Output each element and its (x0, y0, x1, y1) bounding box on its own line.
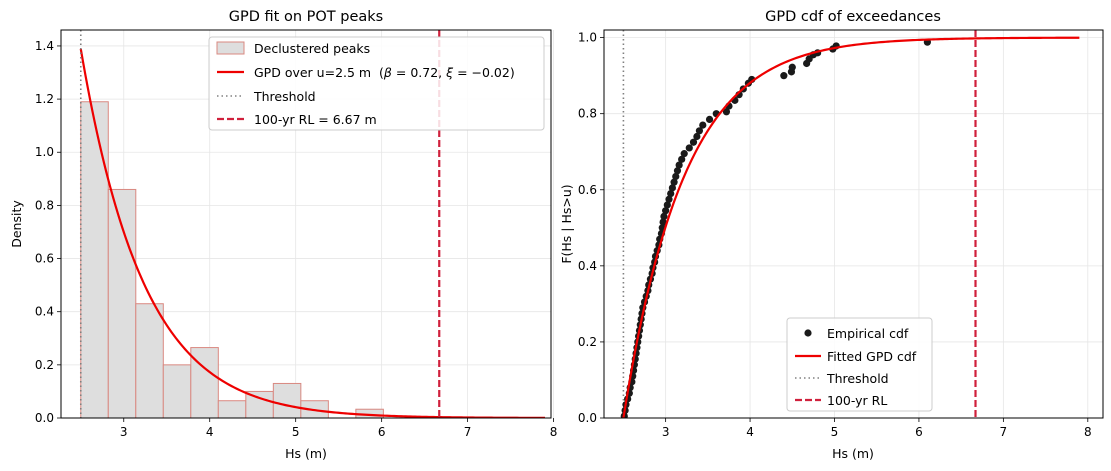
empirical-point (722, 108, 731, 116)
reference-lines (622, 30, 977, 418)
y-tick-label: 1.2 (35, 92, 54, 106)
cdf-panel: 3 4 5 6 7 8 0.0 0.2 0.4 0.6 0.8 1.0 GPD cdf of exce… (559, 9, 1104, 461)
x-tick-label: 7 (464, 425, 472, 439)
empirical-point (663, 201, 671, 209)
y-tick-label: 0.2 (35, 358, 54, 372)
x-tick-label: 6 (378, 425, 386, 439)
x-tick-label: 3 (120, 425, 128, 439)
histogram-bar (80, 101, 109, 418)
y-tick-label: 0.2 (578, 335, 597, 349)
axis-ticks: 3 4 5 6 7 8 0.0 0.2 0.4 0.6 0.8 1.0 (578, 31, 1092, 439)
x-tick-label: 4 (206, 425, 214, 439)
empirical-point (670, 178, 678, 186)
empirical-point (665, 195, 673, 203)
empirical-point (695, 127, 704, 135)
axis-ticks: 3 4 5 6 7 8 0.0 0.2 0.4 0.6 0.8 1.0 1.2 1.4 (35, 39, 557, 439)
legend: Declustered peaks GPD over u=2.5 m (β = … (208, 36, 545, 131)
axes-frame (603, 29, 1104, 419)
legend-frame (786, 317, 933, 412)
y-tick-label: 0.4 (578, 259, 597, 273)
histogram-bar (272, 382, 302, 418)
empirical-point (699, 121, 707, 129)
pdf-panel: 3 4 5 6 7 8 0.0 0.2 0.4 0.6 0.8 1.0 1.2 1.4 GPD fit o… (9, 9, 557, 461)
x-tick-label: 5 (292, 425, 300, 439)
x-tick-label: 5 (831, 425, 839, 439)
empirical-point (788, 63, 796, 71)
y-tick-label: 0.8 (578, 107, 597, 121)
y-axis-label: F(Hs | Hs>u) (559, 184, 574, 263)
empirical-point (667, 189, 675, 198)
empirical-point (675, 161, 683, 169)
legend-label-fit: Fitted GPD cdf (827, 349, 917, 364)
histogram-bar (162, 364, 192, 418)
empirical-point (780, 72, 788, 80)
axes-frame (60, 29, 552, 419)
y-tick-label: 1.4 (35, 39, 54, 53)
legend-label-threshold: Threshold (253, 89, 316, 104)
y-tick-label: 0.6 (578, 183, 597, 197)
fit-curve-layer (622, 36, 1080, 418)
legend-label-fit: GPD over u=2.5 m (β = 0.72, ξ = −0.02) (254, 65, 515, 80)
histogram-bar (135, 303, 164, 418)
histogram-bars (80, 101, 384, 418)
fit-curve-layer (79, 48, 545, 418)
y-axis-label: Density (9, 200, 24, 248)
x-tick-label: 8 (550, 425, 558, 439)
empirical-point (662, 207, 670, 215)
empirical-point (680, 150, 688, 158)
y-tick-label: 1.0 (35, 145, 54, 159)
y-tick-label: 0.0 (35, 411, 54, 425)
legend-label-threshold: Threshold (826, 371, 889, 386)
histogram-bar (217, 400, 247, 418)
empirical-point (705, 115, 714, 123)
empirical-point (659, 218, 667, 226)
y-tick-label: 0.6 (35, 252, 54, 266)
empirical-point (668, 184, 676, 192)
x-tick-label: 7 (1000, 425, 1008, 439)
legend-frame (208, 36, 545, 131)
empirical-point (693, 132, 701, 141)
y-tick-label: 0.0 (578, 411, 597, 425)
y-tick-label: 1.0 (578, 31, 597, 45)
legend-swatch-histogram (216, 41, 245, 55)
grid (604, 30, 1103, 419)
x-tick-label: 3 (662, 425, 670, 439)
legend-label-return-level: 100-yr RL = 6.67 m (254, 112, 377, 127)
legend-label-return-level: 100-yr RL (827, 393, 887, 408)
empirical-point (689, 138, 698, 146)
legend-label-histogram: Declustered peaks (254, 41, 370, 56)
x-tick-label: 6 (915, 425, 923, 439)
x-axis-label: Hs (m) (285, 446, 327, 461)
x-tick-label: 4 (746, 425, 754, 439)
fit-curve (79, 48, 545, 418)
y-tick-label: 0.8 (35, 198, 54, 212)
empirical-point (678, 155, 686, 163)
x-tick-label: 8 (1084, 425, 1092, 439)
empirical-point (673, 167, 682, 175)
empirical-point (660, 212, 668, 220)
legend-swatch-empirical (804, 329, 812, 337)
x-axis-label: Hs (m) (832, 446, 874, 461)
fit-curve (622, 36, 1080, 418)
legend: Empirical cdf Fitted GPD cdf Threshold 1… (786, 317, 933, 412)
y-tick-label: 0.4 (35, 305, 54, 319)
empirical-point (685, 144, 693, 152)
chart-title: GPD fit on POT peaks (229, 9, 383, 25)
chart-title: GPD cdf of exceedances (765, 9, 941, 25)
empirical-point (672, 172, 680, 181)
legend-label-empirical: Empirical cdf (827, 326, 909, 341)
